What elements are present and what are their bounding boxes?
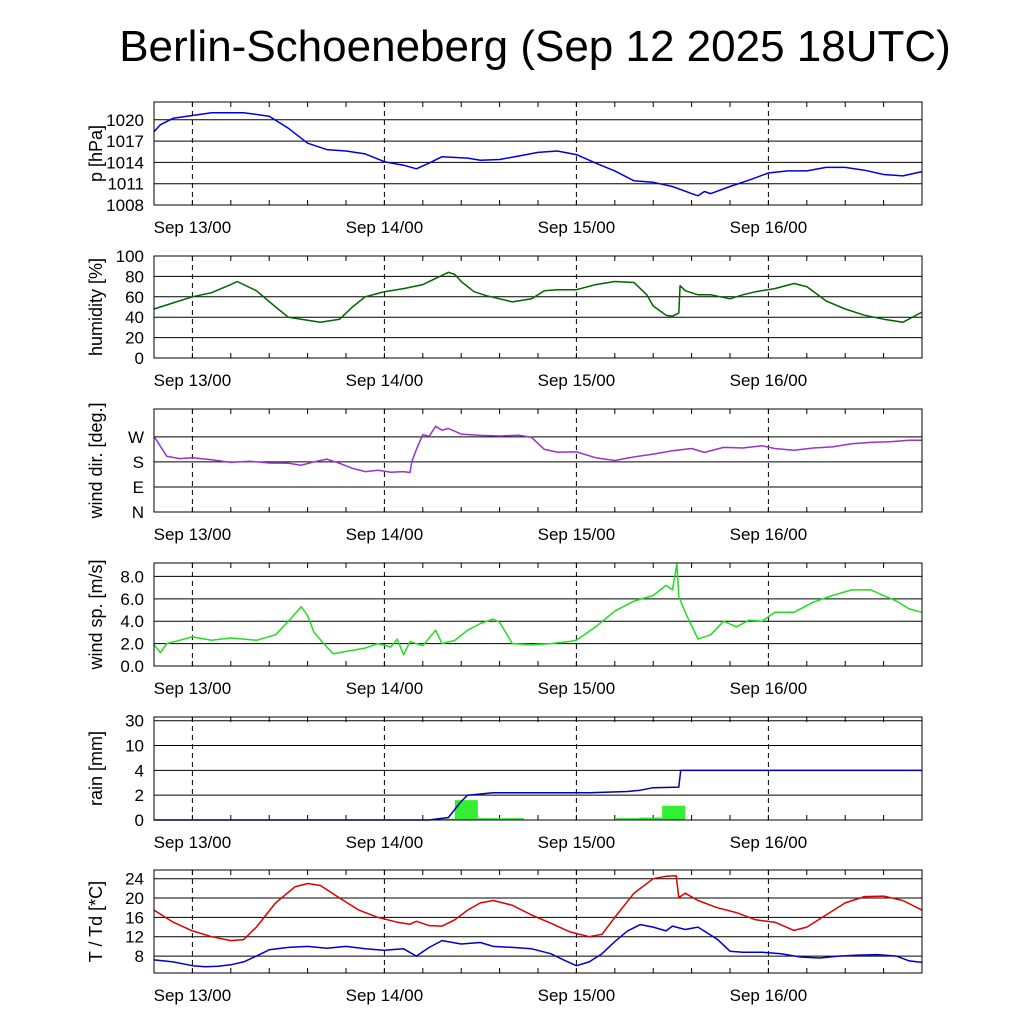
y-tick-label: 80 bbox=[125, 267, 144, 286]
x-tick-label: Sep 13/00 bbox=[154, 218, 232, 237]
x-tick-label: Sep 16/00 bbox=[730, 679, 808, 698]
y-tick-label: 8 bbox=[135, 947, 144, 966]
x-tick-label: Sep 15/00 bbox=[538, 986, 616, 1005]
x-tick-label: Sep 13/00 bbox=[154, 833, 232, 852]
y-tick-label: 100 bbox=[116, 247, 144, 266]
rain-bar bbox=[431, 818, 455, 820]
page-title: Berlin-Schoeneberg (Sep 12 2025 18UTC) bbox=[119, 22, 951, 71]
y-tick-label: 2.0 bbox=[120, 635, 144, 654]
y-tick-label: 4.0 bbox=[120, 612, 144, 631]
x-tick-label: Sep 16/00 bbox=[730, 525, 808, 544]
x-tick-label: Sep 14/00 bbox=[346, 218, 424, 237]
y-tick-label: 1017 bbox=[106, 132, 144, 151]
series-line bbox=[153, 875, 923, 942]
y-tick-label: 1020 bbox=[106, 111, 144, 130]
x-tick-label: Sep 15/00 bbox=[538, 679, 616, 698]
y-tick-label: 0 bbox=[135, 349, 144, 368]
y-tick-label: 20 bbox=[125, 329, 144, 348]
x-tick-label: Sep 13/00 bbox=[154, 371, 232, 390]
y-tick-label: 24 bbox=[125, 870, 144, 889]
y-tick-label: 30 bbox=[125, 712, 144, 731]
y-tick-label: 1008 bbox=[106, 196, 144, 215]
rain-bar bbox=[500, 818, 524, 820]
x-tick-label: Sep 15/00 bbox=[538, 525, 616, 544]
y-axis-label: rain [mm] bbox=[86, 731, 106, 806]
y-tick-label: 8.0 bbox=[120, 567, 144, 586]
y-tick-label: E bbox=[133, 478, 144, 497]
rain-bar bbox=[639, 817, 663, 820]
y-tick-label: 20 bbox=[125, 889, 144, 908]
panel-frame bbox=[153, 255, 923, 359]
x-tick-label: Sep 16/00 bbox=[730, 986, 808, 1005]
rain-bar bbox=[616, 818, 640, 820]
x-tick-label: Sep 13/00 bbox=[154, 525, 232, 544]
y-tick-label: 40 bbox=[125, 308, 144, 327]
y-tick-label: 10 bbox=[125, 737, 144, 756]
panel-frame bbox=[153, 101, 923, 206]
y-tick-label: S bbox=[133, 453, 144, 472]
series-line bbox=[153, 923, 923, 968]
series-line bbox=[154, 769, 922, 821]
series-line bbox=[153, 563, 923, 656]
y-tick-label: 1014 bbox=[106, 153, 144, 172]
x-tick-label: Sep 14/00 bbox=[346, 371, 424, 390]
rain-bar bbox=[477, 818, 501, 820]
y-tick-label: 1011 bbox=[107, 175, 144, 194]
x-tick-label: Sep 14/00 bbox=[346, 525, 424, 544]
y-tick-label: 16 bbox=[125, 908, 144, 927]
y-tick-label: 2 bbox=[135, 786, 144, 805]
y-axis-label: wind dir. [deg.] bbox=[86, 402, 106, 519]
rain-bar bbox=[662, 805, 686, 820]
panel-frame bbox=[153, 716, 923, 821]
x-tick-label: Sep 15/00 bbox=[538, 218, 616, 237]
x-tick-label: Sep 14/00 bbox=[346, 679, 424, 698]
y-tick-label: 6.0 bbox=[120, 590, 144, 609]
y-axis-label: wind sp. [m/s] bbox=[86, 559, 106, 670]
y-tick-label: W bbox=[128, 428, 144, 447]
y-tick-label: 12 bbox=[125, 928, 144, 947]
series-line bbox=[153, 271, 923, 324]
panel-frame bbox=[153, 869, 923, 974]
y-tick-label: 0.0 bbox=[120, 657, 144, 676]
y-tick-label: 60 bbox=[125, 288, 144, 307]
panel-frame bbox=[153, 562, 923, 667]
y-axis-label: p [hPa] bbox=[86, 125, 106, 182]
y-tick-label: 4 bbox=[135, 761, 144, 780]
y-tick-label: 0 bbox=[135, 811, 144, 830]
y-axis-label: T / Td [*C] bbox=[86, 881, 106, 962]
x-tick-label: Sep 13/00 bbox=[154, 679, 232, 698]
x-tick-label: Sep 16/00 bbox=[730, 833, 808, 852]
x-tick-label: Sep 16/00 bbox=[730, 218, 808, 237]
x-tick-label: Sep 13/00 bbox=[154, 986, 232, 1005]
x-tick-label: Sep 16/00 bbox=[730, 371, 808, 390]
x-tick-label: Sep 14/00 bbox=[346, 833, 424, 852]
x-tick-label: Sep 15/00 bbox=[538, 833, 616, 852]
series-line bbox=[153, 111, 923, 197]
y-axis-label: humidity [%] bbox=[86, 258, 106, 356]
panel-frame bbox=[153, 408, 923, 513]
y-tick-label: N bbox=[132, 503, 144, 522]
series-line bbox=[153, 425, 922, 474]
rain-bar bbox=[454, 800, 478, 820]
x-tick-label: Sep 15/00 bbox=[538, 371, 616, 390]
x-tick-label: Sep 14/00 bbox=[346, 986, 424, 1005]
